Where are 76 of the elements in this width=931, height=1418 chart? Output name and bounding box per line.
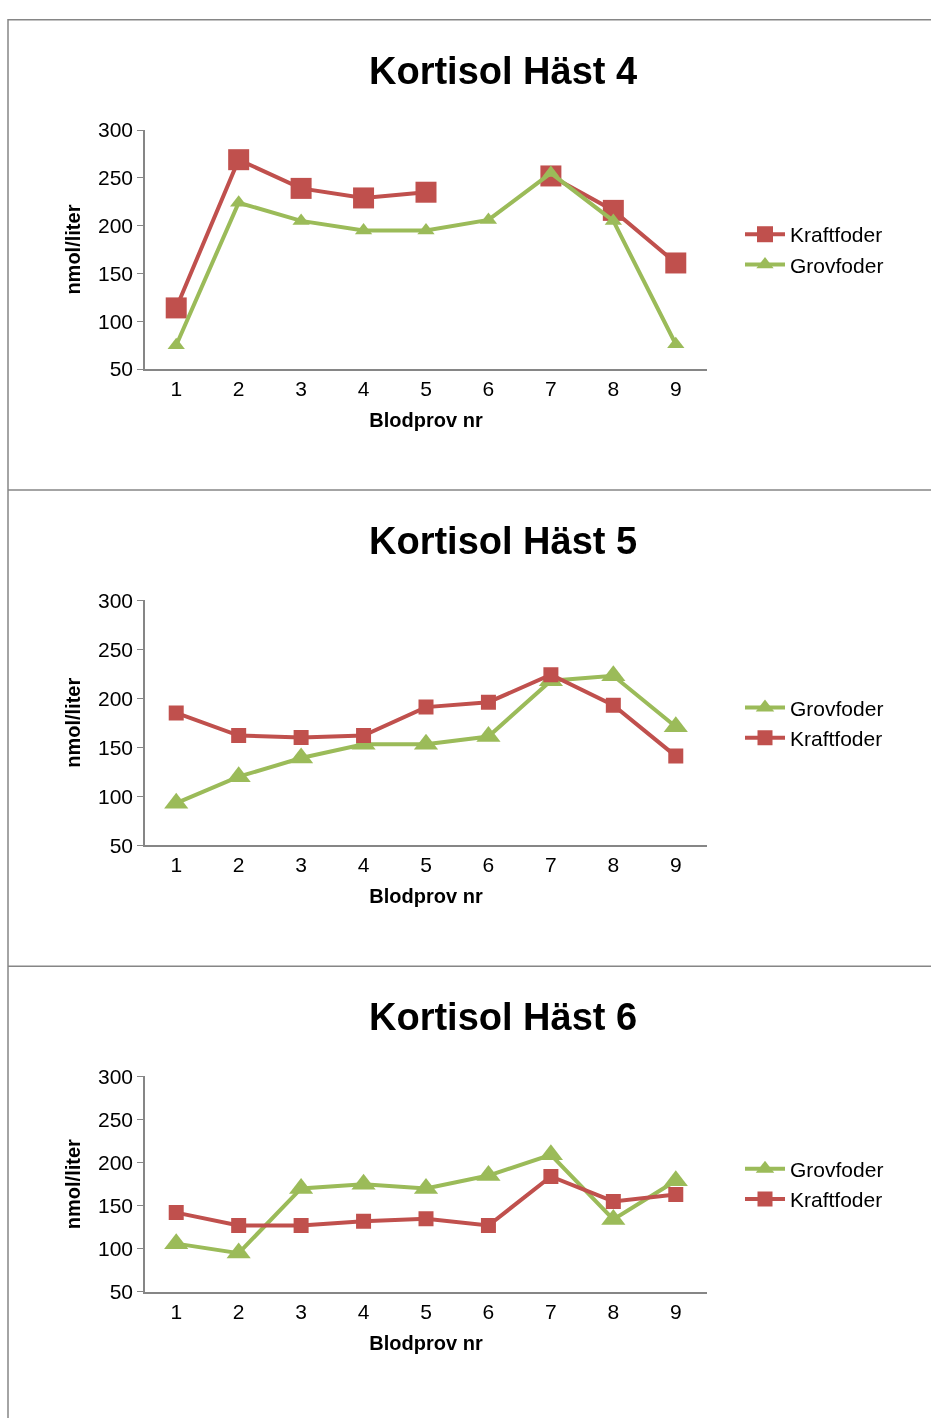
x-tick-label: 7 bbox=[545, 853, 557, 877]
point bbox=[415, 181, 437, 203]
x-tick-label: 2 bbox=[232, 377, 245, 401]
point bbox=[165, 297, 187, 319]
y-tick-label: 300 bbox=[98, 588, 134, 612]
y-axis-title: nmol/liter bbox=[62, 677, 84, 768]
x-tick-label: 5 bbox=[420, 377, 432, 401]
y-tick-label: 250 bbox=[98, 637, 134, 661]
x-tick-label: 2 bbox=[232, 853, 245, 877]
point bbox=[480, 694, 496, 710]
chart-title: Kortisol Häst 5 bbox=[369, 520, 638, 562]
legend-label: Kraftfoder bbox=[790, 1188, 883, 1212]
x-tick-label: 5 bbox=[420, 853, 432, 877]
x-tick-label: 2 bbox=[232, 1299, 245, 1323]
y-tick-label: 250 bbox=[98, 1107, 134, 1131]
x-tick-label: 3 bbox=[295, 377, 307, 401]
point bbox=[353, 187, 375, 209]
x-tick-label: 9 bbox=[669, 377, 682, 401]
x-tick-label: 9 bbox=[669, 853, 682, 877]
x-tick-label: 4 bbox=[357, 1299, 370, 1323]
y-tick-label: 200 bbox=[98, 686, 134, 710]
x-tick-label: 6 bbox=[482, 377, 495, 401]
point bbox=[228, 149, 250, 171]
x-tick-label: 8 bbox=[607, 853, 620, 877]
point bbox=[543, 667, 559, 683]
y-tick-label: 50 bbox=[109, 357, 134, 381]
y-tick-label: 200 bbox=[98, 214, 134, 238]
legend-label: Grovfoder bbox=[790, 1158, 884, 1182]
chart-title: Kortisol Häst 4 bbox=[369, 50, 638, 92]
y-tick-label: 200 bbox=[98, 1150, 134, 1174]
point bbox=[417, 222, 435, 235]
point bbox=[290, 177, 312, 199]
y-tick-label: 100 bbox=[98, 309, 134, 333]
x-tick-label: 5 bbox=[420, 1299, 432, 1323]
y-tick-label: 50 bbox=[109, 833, 134, 857]
x-tick-label: 6 bbox=[482, 853, 495, 877]
y-tick-label: 150 bbox=[98, 1194, 134, 1218]
y-tick-label: 100 bbox=[98, 1237, 134, 1261]
x-tick-label: 4 bbox=[357, 377, 370, 401]
y-axis-title: nmol/liter bbox=[62, 204, 84, 295]
x-axis-title: Blodprov nr bbox=[369, 885, 483, 908]
x-axis-title: Blodprov nr bbox=[369, 1331, 483, 1354]
y-tick-label: 300 bbox=[98, 118, 134, 142]
x-tick-label: 1 bbox=[170, 853, 183, 877]
y-tick-label: 150 bbox=[98, 735, 134, 759]
y-tick-label: 50 bbox=[109, 1280, 134, 1304]
legend-label: Kraftfoder bbox=[790, 223, 883, 247]
y-tick-label: 100 bbox=[98, 784, 134, 808]
point bbox=[668, 748, 684, 764]
point bbox=[605, 697, 621, 713]
x-tick-label: 3 bbox=[295, 1299, 307, 1323]
x-tick-label: 1 bbox=[170, 1299, 183, 1323]
point bbox=[168, 705, 184, 721]
y-tick-label: 300 bbox=[98, 1064, 134, 1088]
point bbox=[356, 728, 372, 744]
x-tick-label: 3 bbox=[295, 853, 307, 877]
point bbox=[231, 728, 247, 744]
x-tick-label: 6 bbox=[482, 1299, 495, 1323]
y-tick-label: 250 bbox=[98, 166, 134, 190]
y-axis-title: nmol/liter bbox=[62, 1138, 84, 1230]
y-tick-label: 150 bbox=[98, 261, 134, 285]
point bbox=[293, 729, 309, 745]
legend-label: Kraftfoder bbox=[790, 726, 883, 750]
x-tick-label: 7 bbox=[545, 1299, 557, 1323]
x-tick-label: 8 bbox=[607, 377, 620, 401]
chart-title: Kortisol Häst 6 bbox=[369, 996, 638, 1038]
x-tick-label: 9 bbox=[669, 1299, 682, 1323]
point bbox=[665, 252, 687, 274]
x-axis-title: Blodprov nr bbox=[369, 409, 483, 432]
x-tick-label: 7 bbox=[545, 377, 557, 401]
x-tick-label: 1 bbox=[170, 377, 183, 401]
legend-label: Grovfoder bbox=[790, 253, 884, 277]
x-tick-label: 8 bbox=[607, 1299, 620, 1323]
legend-label: Grovfoder bbox=[790, 696, 884, 720]
point bbox=[418, 699, 434, 715]
x-tick-label: 4 bbox=[357, 853, 370, 877]
